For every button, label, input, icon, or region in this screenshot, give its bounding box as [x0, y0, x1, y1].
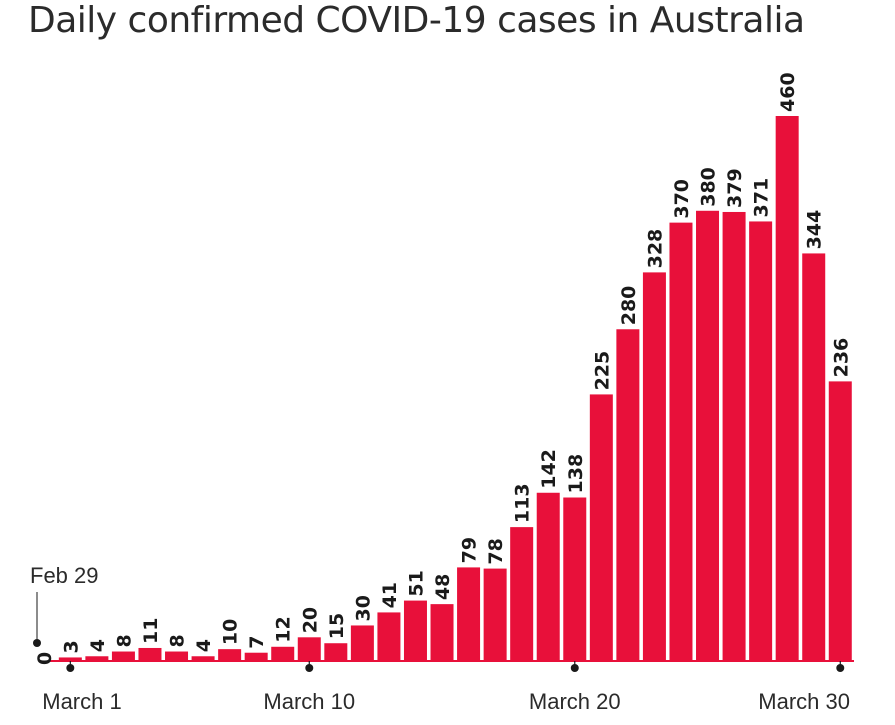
bar: [828, 381, 852, 661]
bar: [749, 221, 773, 661]
bar: [403, 600, 427, 661]
bar-value-label: 8: [113, 634, 135, 647]
bar-value-label: 78: [485, 538, 507, 564]
bar-value-label: 138: [565, 454, 587, 494]
bar-value-label: 371: [751, 178, 773, 218]
bar: [616, 329, 640, 661]
bar-value-label: 379: [724, 168, 746, 208]
bar-value-label: 370: [671, 179, 693, 219]
x-tick-label: March 10: [263, 689, 355, 714]
bar-value-label: 7: [246, 635, 268, 648]
bar-value-label: 20: [299, 607, 321, 633]
x-tick-dot: [836, 664, 845, 672]
x-tick-dot: [305, 664, 314, 672]
bar-value-label: 15: [326, 613, 348, 639]
bar: [589, 394, 613, 661]
bar-value-label: 3: [60, 640, 82, 653]
bar-value-label: 142: [538, 449, 560, 489]
bar: [510, 527, 534, 661]
x-tick-dot: [570, 664, 579, 672]
bar-value-label: 4: [87, 639, 109, 652]
bar: [111, 651, 135, 661]
bar-value-label: 460: [777, 72, 799, 112]
bar-value-label: 10: [220, 619, 242, 645]
bar-value-label: 236: [830, 338, 852, 378]
bar: [191, 656, 215, 661]
bar-value-label: 225: [591, 351, 613, 391]
bar: [350, 625, 374, 661]
bar-value-label: 79: [459, 537, 481, 563]
bar-value-label: 4: [193, 639, 215, 652]
bar: [58, 657, 82, 661]
bar: [802, 253, 826, 661]
bar: [377, 612, 401, 661]
annotation-label: Feb 29: [30, 563, 99, 588]
bar-value-label: 8: [167, 634, 189, 647]
bar: [696, 210, 720, 661]
bar: [430, 604, 454, 661]
bar-value-label: 344: [804, 210, 826, 250]
bar-value-label: 280: [618, 286, 640, 326]
bar: [218, 649, 242, 661]
bar: [297, 637, 321, 661]
annotation-dot: [33, 639, 41, 647]
bar: [271, 646, 295, 661]
bar: [669, 222, 693, 661]
bar-value-label: 328: [644, 229, 666, 269]
bar: [165, 651, 189, 661]
bar: [85, 656, 109, 661]
x-tick-label: March 20: [529, 689, 621, 714]
chart-title: Daily confirmed COVID-19 cases in Austra…: [28, 0, 805, 41]
bar: [138, 647, 162, 661]
bar: [775, 116, 799, 661]
bar: [536, 492, 560, 661]
x-tick-dot: [66, 664, 75, 672]
bar-value-label: 30: [352, 595, 374, 621]
bar-value-label: 113: [512, 483, 534, 523]
bar: [324, 643, 348, 661]
bar-value-label: 380: [698, 167, 720, 207]
x-tick-label: March 1: [42, 689, 121, 714]
bar-value-label: 48: [432, 574, 454, 600]
bar: [244, 652, 268, 661]
bar: [457, 567, 481, 661]
bar: [483, 568, 507, 661]
x-tick-label: March 30: [758, 689, 850, 714]
bar: [563, 497, 587, 661]
bar: [722, 211, 746, 661]
zero-value-label: 0: [34, 652, 56, 665]
bar-value-label: 11: [140, 618, 162, 644]
bar-value-label: 12: [273, 616, 295, 642]
bar-value-label: 51: [405, 570, 427, 596]
bar-value-label: 41: [379, 582, 401, 608]
bar: [642, 272, 666, 661]
